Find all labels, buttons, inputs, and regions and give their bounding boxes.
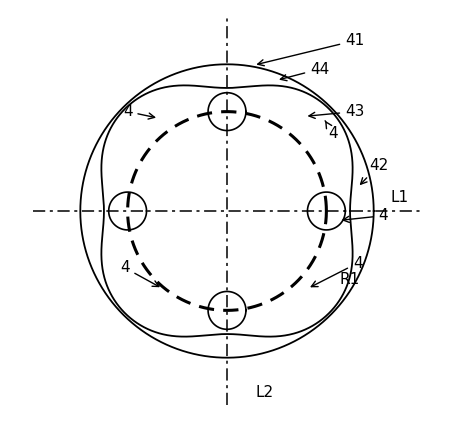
Text: 4: 4 [311, 256, 362, 287]
Text: 42: 42 [360, 158, 388, 184]
Text: R1: R1 [340, 272, 360, 287]
Text: 4: 4 [325, 121, 338, 141]
Text: 43: 43 [309, 104, 365, 119]
Text: 41: 41 [258, 33, 365, 66]
Text: 4: 4 [120, 260, 159, 287]
Text: L2: L2 [256, 385, 274, 400]
Text: 44: 44 [281, 62, 330, 81]
Text: 4: 4 [343, 208, 388, 223]
Text: 4: 4 [123, 104, 155, 119]
Text: L1: L1 [390, 190, 408, 205]
